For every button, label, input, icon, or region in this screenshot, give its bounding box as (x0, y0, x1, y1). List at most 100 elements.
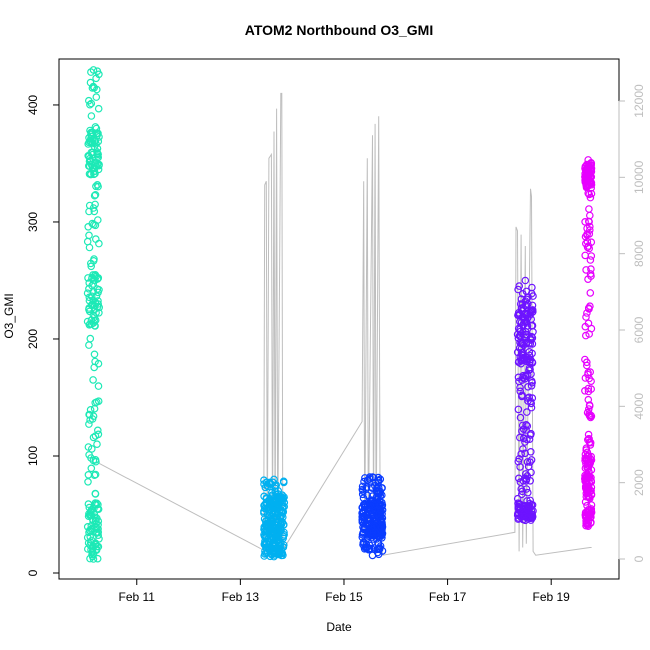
data-point (362, 543, 370, 551)
y-tick-label: 0 (26, 569, 40, 576)
data-point (515, 310, 524, 319)
data-point (584, 275, 592, 284)
data-point (586, 256, 595, 264)
data-point (368, 533, 376, 541)
plot-box (58, 58, 620, 580)
data-point (91, 191, 100, 199)
data-point (522, 477, 530, 485)
data-point (94, 359, 103, 368)
data-point (92, 235, 100, 243)
data-point (358, 513, 367, 521)
data-point (90, 137, 99, 145)
data-point (581, 498, 590, 506)
data-point (584, 452, 593, 460)
data-point (527, 381, 536, 390)
x-tick-label: Feb 15 (325, 590, 363, 604)
chart-title: ATOM2 Northbound O3_GMI (245, 22, 433, 38)
data-point (270, 475, 278, 484)
data-point (521, 449, 529, 458)
data-point (277, 520, 286, 529)
data-point (587, 180, 596, 189)
data-point (377, 523, 386, 531)
data-point (515, 433, 524, 442)
data-point (90, 504, 98, 513)
data-point (94, 104, 103, 113)
data-point (85, 243, 94, 252)
data-point (522, 485, 531, 493)
data-point (359, 508, 368, 517)
data-point (260, 492, 268, 501)
data-point (85, 320, 94, 329)
data-point (515, 282, 524, 290)
data-point (581, 355, 589, 364)
data-point (583, 243, 592, 252)
data-point (363, 528, 372, 536)
data-point (94, 288, 102, 297)
data-point (374, 487, 382, 496)
data-point (89, 433, 98, 442)
data-point (528, 283, 536, 292)
data-point (260, 504, 269, 513)
data-point (584, 430, 593, 439)
data-point (515, 377, 523, 386)
data-point (95, 239, 103, 248)
data-point (528, 512, 537, 521)
data-point (377, 517, 385, 526)
data-point (85, 526, 94, 535)
data-point (91, 432, 100, 440)
data-point (585, 190, 594, 199)
data-point (584, 461, 593, 470)
y-tick-label: 200 (26, 329, 40, 349)
data-point (585, 472, 594, 481)
data-point (91, 490, 100, 498)
data-point (521, 327, 530, 336)
data-point (582, 313, 590, 321)
data-point (90, 363, 99, 372)
data-point (94, 150, 102, 159)
data-point (583, 501, 591, 510)
data-point (87, 538, 95, 547)
data-point (374, 483, 383, 492)
data-point (85, 279, 94, 287)
data-point (266, 498, 275, 506)
data-point (85, 293, 94, 302)
data-point (85, 420, 93, 428)
data-point (279, 541, 288, 549)
data-point (370, 501, 379, 510)
data-point (89, 555, 98, 563)
data-point (90, 142, 99, 151)
data-point (91, 455, 100, 464)
data-point (378, 502, 386, 511)
data-point (522, 287, 531, 296)
series-4 (513, 276, 537, 525)
y2-tick-label: 12000 (632, 84, 646, 118)
data-point (90, 207, 99, 216)
data-point (92, 292, 101, 300)
data-point (279, 478, 288, 487)
data-point (584, 319, 593, 328)
data-point (90, 350, 99, 359)
data-point (264, 502, 273, 511)
y2-tick-label: 6000 (632, 316, 646, 343)
data-point (85, 162, 94, 171)
data-point (524, 382, 532, 391)
data-point (94, 397, 103, 406)
data-point (84, 140, 93, 148)
data-point (587, 265, 595, 273)
data-point (271, 503, 280, 511)
data-point (87, 262, 96, 271)
data-point (528, 378, 536, 387)
data-point (526, 496, 535, 505)
data-point (514, 474, 523, 483)
data-point (526, 458, 534, 466)
data-point (585, 244, 594, 253)
data-point (585, 411, 594, 420)
data-point (516, 506, 524, 514)
data-point (584, 522, 593, 531)
data-point (526, 476, 535, 485)
data-point (86, 100, 94, 109)
data-point (360, 499, 369, 508)
data-point (277, 517, 285, 526)
data-point (374, 539, 383, 548)
data-point (360, 477, 368, 486)
